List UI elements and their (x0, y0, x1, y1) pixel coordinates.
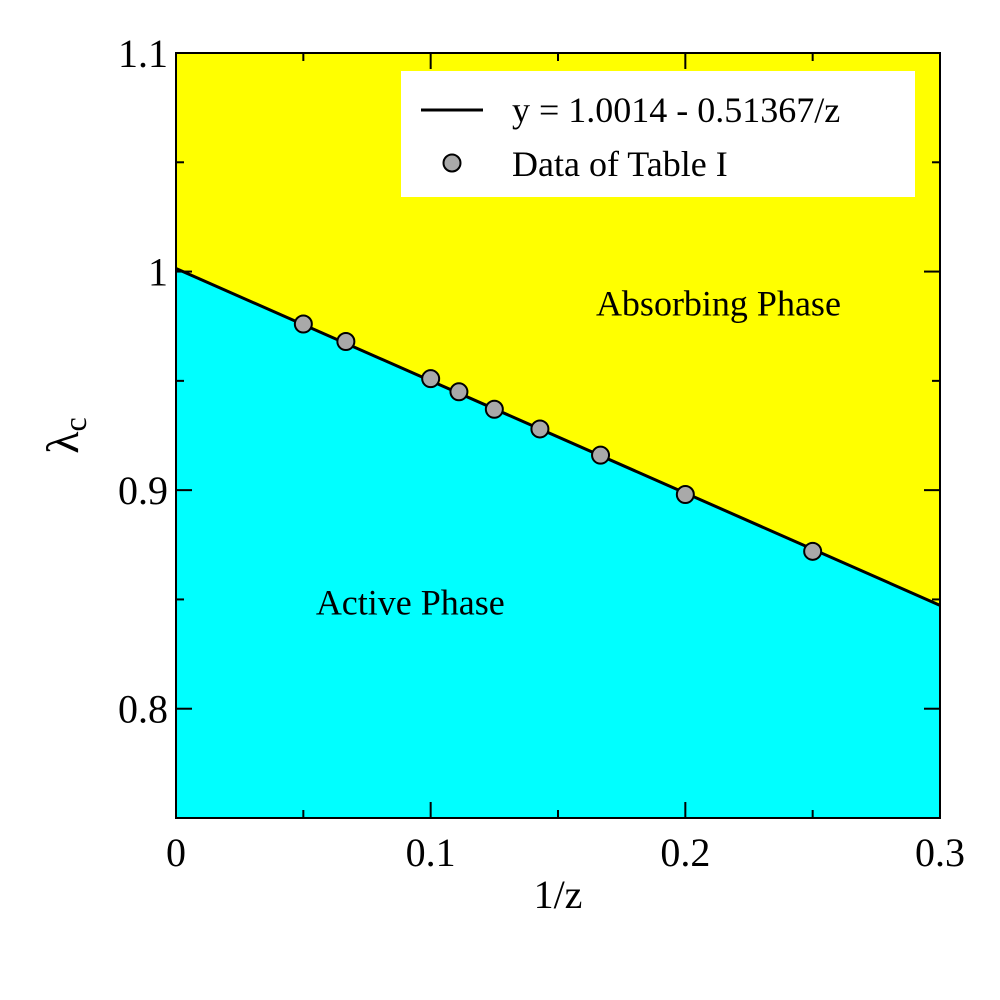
x-tick-label: 0.3 (915, 830, 965, 875)
region-label: Absorbing Phase (596, 283, 841, 323)
y-axis-title: λc (37, 417, 93, 454)
y-axis-subscript: c (57, 417, 93, 431)
data-point (449, 382, 469, 402)
legend-marker-swatch (442, 153, 462, 173)
data-point (336, 332, 356, 352)
x-tick-label: 0 (166, 830, 186, 875)
x-tick-label: 0.1 (406, 830, 456, 875)
data-point (591, 445, 611, 465)
legend: y = 1.0014 - 0.51367/z Data of Table I (401, 71, 915, 197)
legend-label: Data of Table I (512, 144, 728, 184)
y-tick-label: 0.8 (118, 687, 168, 732)
data-point (803, 541, 823, 561)
data-points-layer (293, 314, 823, 561)
active-phase-region (176, 268, 940, 818)
data-point (675, 485, 695, 505)
x-tick-label: 0.2 (660, 830, 710, 875)
data-point (293, 314, 313, 334)
data-point (530, 419, 550, 439)
region-label: Active Phase (316, 583, 505, 623)
plot-frame (175, 52, 941, 819)
x-axis-title: 1/z (534, 872, 583, 917)
y-tick-label: 1.1 (118, 31, 168, 76)
data-point (421, 369, 441, 389)
region-labels: Absorbing Phase Active Phase (316, 283, 841, 622)
legend-box (401, 71, 915, 197)
y-tick-label: 0.9 (118, 468, 168, 513)
y-tick-label: 1 (148, 250, 168, 295)
data-point (484, 399, 504, 419)
tick-labels: 0 0.1 0.2 0.3 0.8 0.9 1 1.1 (118, 31, 965, 875)
legend-label: y = 1.0014 - 0.51367/z (512, 90, 840, 130)
y-axis-symbol: λ (37, 431, 88, 454)
